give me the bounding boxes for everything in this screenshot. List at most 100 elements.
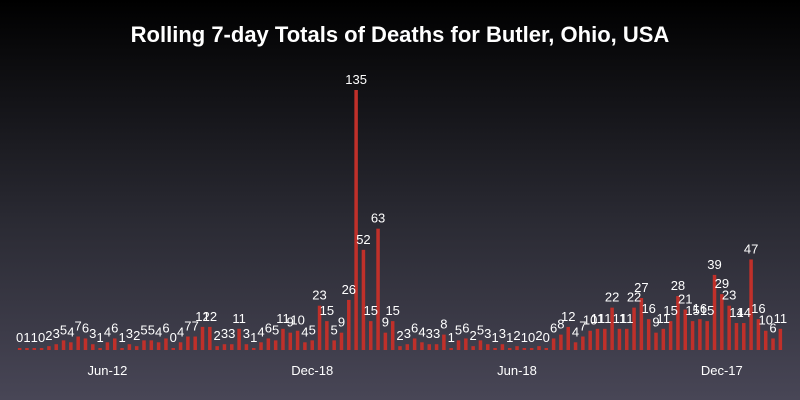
bar-value-label: 1	[250, 330, 257, 345]
bar	[412, 338, 417, 350]
bar	[149, 340, 154, 350]
bar	[471, 346, 475, 350]
bar-value-label: 23	[312, 288, 326, 303]
bar-value-label: 3	[228, 326, 235, 341]
bar-value-label: 11	[591, 311, 605, 326]
bar	[420, 342, 424, 350]
bar	[603, 328, 607, 350]
bar	[83, 338, 88, 350]
bar	[749, 259, 753, 350]
bar	[171, 348, 176, 350]
bar-value-label: 16	[641, 301, 655, 316]
bar	[32, 348, 37, 350]
bar-value-label: 0	[528, 330, 535, 345]
bar	[712, 274, 717, 350]
bar	[61, 340, 66, 350]
bar-value-label: 11	[598, 311, 612, 326]
bar	[361, 249, 366, 350]
bar	[676, 296, 680, 350]
bar	[646, 319, 651, 350]
bar-value-label: 4	[572, 324, 579, 339]
bar	[354, 90, 358, 350]
bar-value-label: 39	[707, 257, 721, 272]
bar	[339, 332, 344, 350]
bar-value-label: 7	[184, 319, 191, 334]
bar	[303, 342, 307, 350]
bar-value-label: 3	[221, 326, 228, 341]
bar	[632, 307, 636, 350]
bar	[537, 346, 541, 350]
bar-value-label: 26	[342, 282, 356, 297]
bar-value-label: 3	[484, 326, 491, 341]
bar	[734, 323, 739, 350]
bar-value-label: 5	[477, 322, 484, 337]
bar-value-label: 3	[53, 326, 60, 341]
bar-value-label: 2	[214, 328, 221, 343]
bar-value-label: 10	[758, 313, 772, 328]
bar	[208, 326, 212, 350]
bar	[222, 344, 227, 350]
x-tick-label: Dec-18	[291, 363, 333, 378]
bar	[259, 342, 263, 350]
bar	[273, 340, 278, 350]
bar-value-label: 10	[290, 313, 304, 328]
bar	[544, 348, 549, 350]
bar-value-label: 3	[126, 326, 133, 341]
bar-value-label: 63	[371, 211, 385, 226]
x-tick-label: Jun-12	[88, 363, 128, 378]
bar-value-label: 7	[192, 319, 199, 334]
bar	[661, 328, 666, 350]
bar-value-label: 6	[411, 320, 418, 335]
bar	[486, 344, 490, 350]
bar	[610, 307, 614, 350]
bar-value-label: 23	[722, 288, 736, 303]
bar	[376, 228, 380, 350]
bar-value-label: 5	[309, 322, 316, 337]
bar-value-label: 2	[45, 328, 52, 343]
bar-value-label: 15	[320, 303, 334, 318]
bar-value-label: 14	[737, 305, 751, 320]
bar-value-label: 6	[162, 320, 169, 335]
bar-value-label: 5	[455, 322, 462, 337]
bar-value-label: 7	[75, 319, 82, 334]
bar-value-label: 16	[693, 301, 707, 316]
bar	[763, 330, 768, 350]
bar-value-label: 15	[663, 303, 677, 318]
bar-value-label: 2	[513, 328, 520, 343]
bar	[105, 342, 110, 350]
bar	[368, 321, 373, 350]
bar	[266, 338, 271, 350]
bar-value-label: 9	[338, 315, 345, 330]
bar-value-label: 11	[613, 311, 627, 326]
bar-value-label: 3	[404, 326, 411, 341]
bar-value-label: 6	[769, 320, 776, 335]
bar-value-label: 15	[700, 303, 714, 318]
bar	[690, 321, 695, 350]
bar	[588, 330, 592, 350]
bar-value-label: 15	[385, 303, 399, 318]
bar-value-label: 0	[38, 330, 45, 345]
bar-value-label: 9	[382, 315, 389, 330]
bar-value-label: 3	[243, 326, 250, 341]
bar	[332, 340, 336, 350]
bar	[617, 328, 622, 350]
bar-value-label: 1	[506, 330, 513, 345]
bar	[281, 328, 285, 350]
bar	[383, 332, 388, 350]
bar	[727, 305, 731, 350]
bar	[654, 332, 658, 350]
bar-value-label: 6	[111, 320, 118, 335]
bar-value-label: 5	[272, 322, 279, 337]
bar	[427, 344, 432, 350]
bar-value-label: 12	[195, 309, 209, 324]
bar-value-label: 3	[426, 326, 433, 341]
bar-value-label: 5	[60, 322, 67, 337]
bar-value-label: 6	[265, 320, 272, 335]
bar-value-label: 4	[257, 324, 264, 339]
bar-value-label: 27	[634, 280, 648, 295]
bar-value-label: 0	[543, 330, 550, 345]
bar-value-label: 11	[774, 311, 788, 326]
bar	[127, 344, 132, 350]
bar	[47, 346, 51, 350]
